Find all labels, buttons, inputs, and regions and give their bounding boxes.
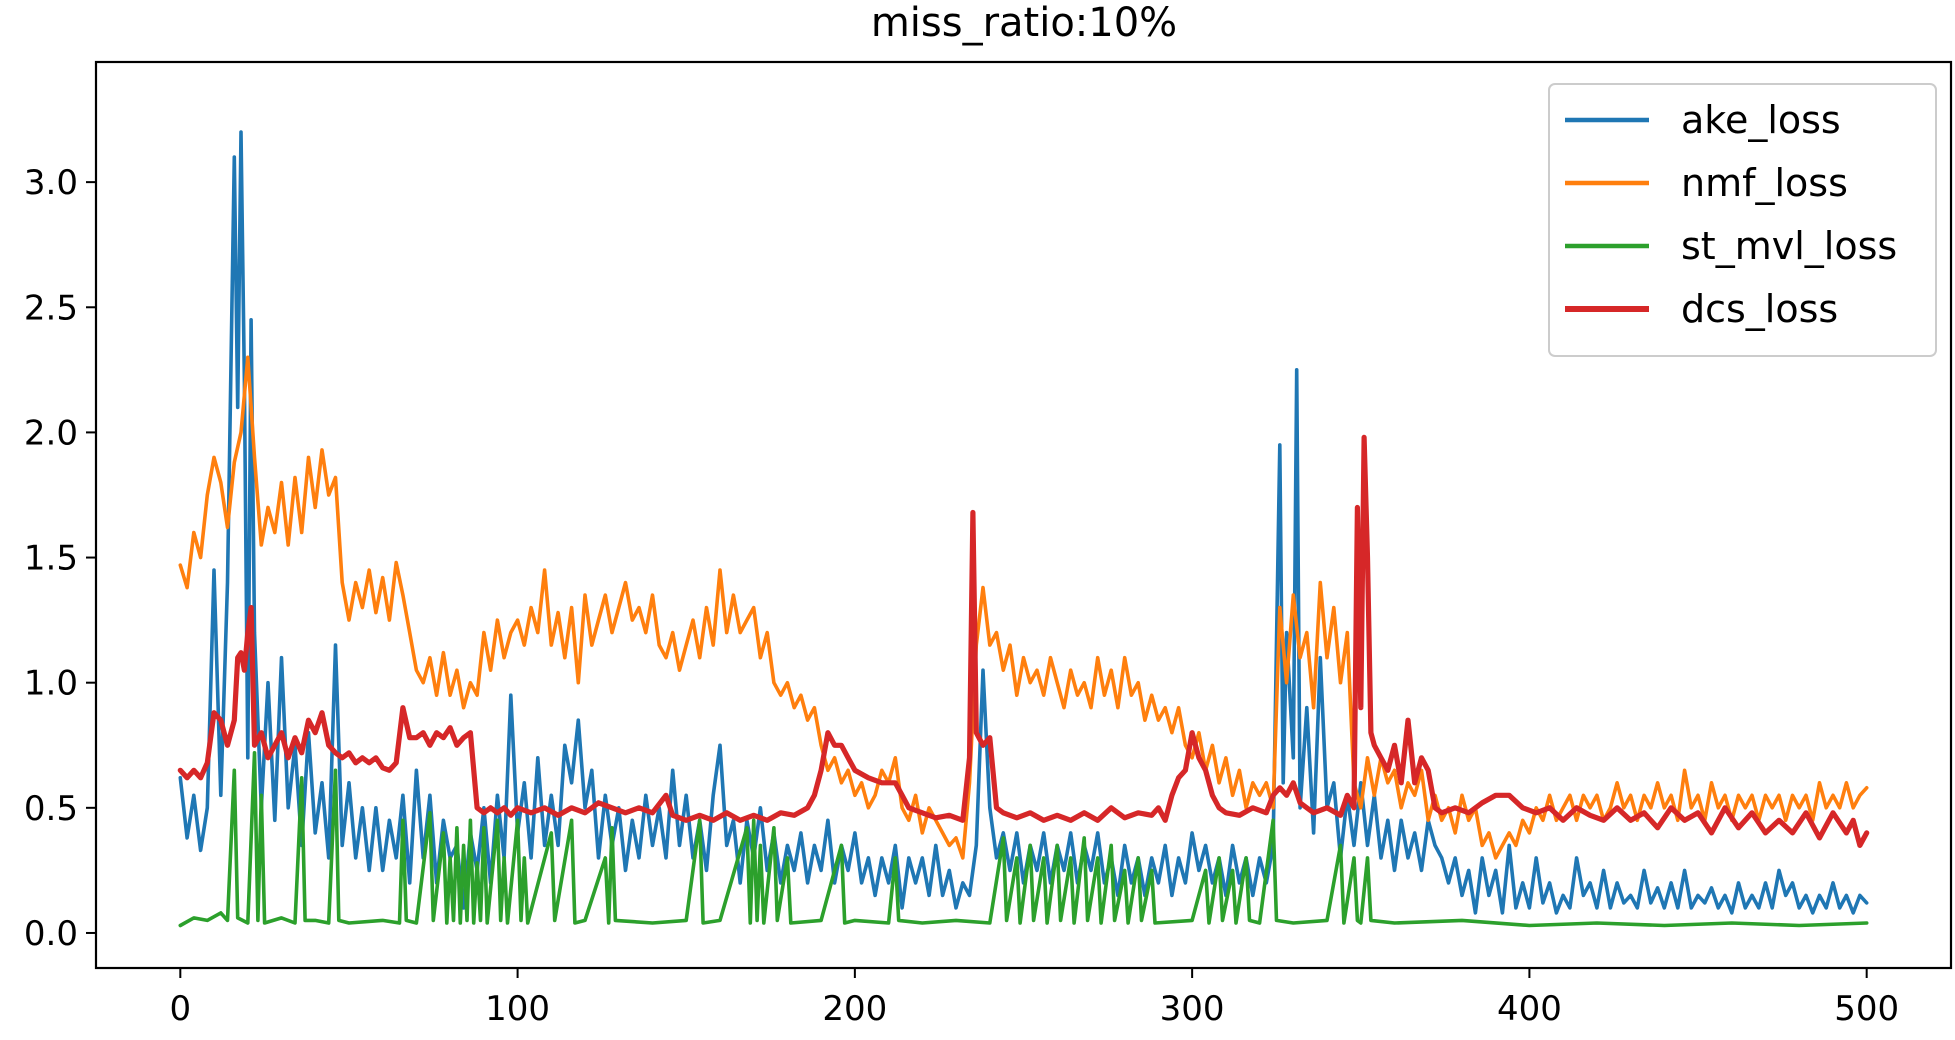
- x-tick-label: 0: [169, 989, 191, 1029]
- x-tick-label: 300: [1160, 989, 1225, 1029]
- chart-title: miss_ratio:10%: [871, 0, 1177, 46]
- legend-label-nmf-loss: nmf_loss: [1681, 161, 1848, 205]
- x-tick-label: 500: [1834, 989, 1899, 1029]
- legend-label-ake-loss: ake_loss: [1681, 98, 1841, 142]
- x-tick-label: 400: [1497, 989, 1562, 1029]
- legend-label-st-mvl-loss: st_mvl_loss: [1681, 224, 1897, 268]
- legend-label-dcs-loss: dcs_loss: [1681, 287, 1838, 331]
- x-tick-label: 200: [822, 989, 887, 1029]
- series-line-ake-loss: [178, 130, 1869, 915]
- y-tick-label: 0.0: [24, 914, 78, 954]
- y-tick-label: 0.5: [24, 789, 78, 829]
- x-axis: 0 100 200 300 400 500: [169, 968, 1899, 1029]
- y-tick-label: 1.5: [24, 539, 78, 579]
- plot-frame: [94, 60, 1953, 970]
- series-line-nmf-loss: [178, 355, 1869, 860]
- y-tick-label: 1.0: [24, 664, 78, 704]
- series-line-st-mvl-loss: [178, 751, 1869, 928]
- y-axis: 0.0 0.5 1.0 1.5 2.0 2.5 3.0: [24, 163, 96, 954]
- series-layer: [177, 130, 1870, 928]
- legend: ake_loss nmf_loss st_mvl_loss dcs_loss: [1548, 83, 1937, 357]
- legend-box: [1548, 83, 1937, 357]
- y-tick-label: 3.0: [24, 163, 78, 203]
- y-tick-label: 2.5: [24, 288, 78, 328]
- y-tick-label: 2.0: [24, 413, 78, 453]
- x-tick-label: 100: [485, 989, 550, 1029]
- series-line-dcs-loss: [177, 434, 1870, 848]
